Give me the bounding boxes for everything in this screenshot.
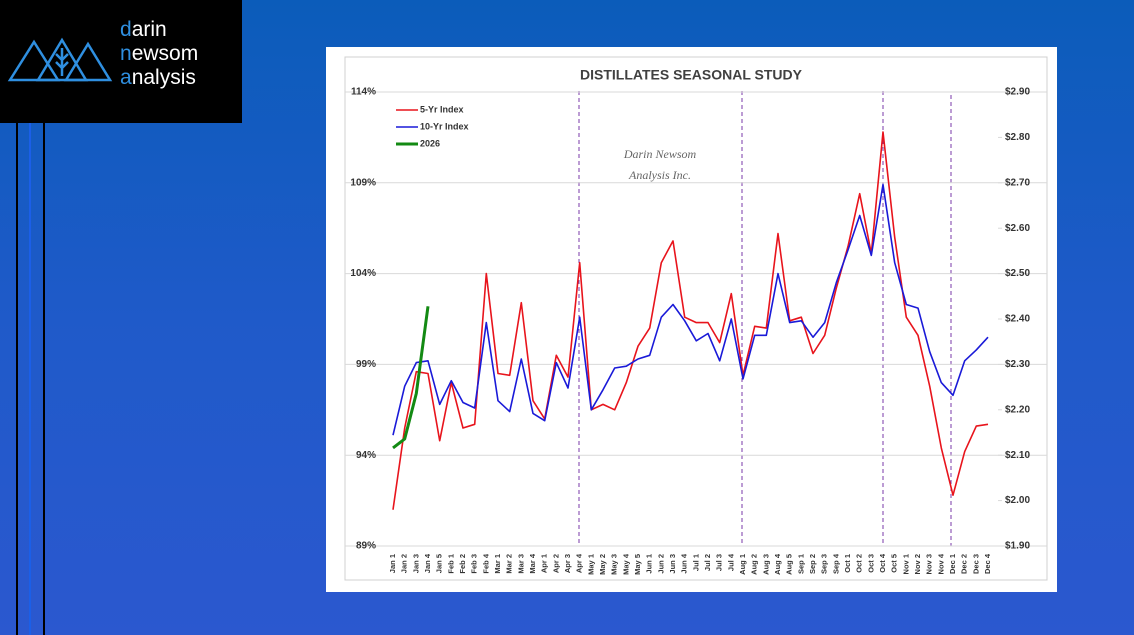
x-tick-label: Aug 4 <box>773 553 782 575</box>
logo: darin newsom analysis <box>0 0 242 123</box>
x-tick-label: Mar 2 <box>505 554 514 574</box>
x-tick-label: Dec 3 <box>971 554 980 574</box>
x-tick-label: Jun 3 <box>668 554 677 574</box>
x-tick-label: Mar 3 <box>516 554 525 574</box>
x-tick-label: Sep 4 <box>831 553 840 574</box>
x-tick-label: Apr 3 <box>563 554 572 573</box>
x-tick-label: Jul 1 <box>691 554 700 571</box>
y-tick-label: 104% <box>350 268 376 279</box>
x-tick-label: Dec 2 <box>960 554 969 574</box>
y2-tick-label: $2.40 <box>1005 314 1030 325</box>
x-tick-label: Mar 4 <box>528 553 537 573</box>
y2-tick-label: $2.20 <box>1005 404 1030 415</box>
x-tick-label: Apr 1 <box>540 554 549 573</box>
x-tick-label: Feb 3 <box>470 554 479 574</box>
deco-line <box>43 123 45 635</box>
x-tick-label: Jul 2 <box>703 554 712 571</box>
y2-tick-label: $2.50 <box>1005 268 1030 279</box>
y2-tick-label: $2.10 <box>1005 450 1030 461</box>
y2-tick-label: $2.90 <box>1005 87 1030 98</box>
y-tick-label: 109% <box>350 177 376 188</box>
y-tick-label: 99% <box>356 359 376 370</box>
x-tick-label: Jan 3 <box>411 554 420 573</box>
x-tick-label: Nov 1 <box>901 554 910 574</box>
chart-title: DISTILLATES SEASONAL STUDY <box>580 67 803 83</box>
x-tick-label: Feb 4 <box>481 553 490 573</box>
x-tick-label: May 1 <box>586 554 595 575</box>
y2-tick-label: $2.30 <box>1005 359 1030 370</box>
y-tick-label: 94% <box>356 450 376 461</box>
y-tick-label: 114% <box>351 87 376 98</box>
legend-label: 2026 <box>420 138 440 148</box>
x-tick-label: Jun 4 <box>680 553 689 573</box>
x-tick-label: Apr 2 <box>551 554 560 573</box>
x-tick-label: Jun 2 <box>656 554 665 574</box>
x-tick-label: Aug 3 <box>761 554 770 575</box>
x-tick-label: Dec 1 <box>948 554 957 574</box>
x-tick-label: Jan 1 <box>388 554 397 573</box>
x-tick-label: May 2 <box>598 554 607 575</box>
x-tick-label: Jan 5 <box>435 554 444 573</box>
logo-word: darin <box>120 18 167 41</box>
logo-text: darin newsom analysis <box>120 18 198 90</box>
watermark: Darin Newsom <box>623 147 697 161</box>
x-tick-label: Oct 1 <box>843 554 852 573</box>
logo-icon <box>7 37 113 82</box>
x-tick-label: Jul 3 <box>715 554 724 571</box>
x-tick-label: Oct 5 <box>890 554 899 573</box>
x-tick-label: May 3 <box>610 554 619 575</box>
x-tick-label: Nov 2 <box>913 554 922 574</box>
y-tick-label: 89% <box>356 541 376 552</box>
x-tick-label: Feb 1 <box>446 554 455 574</box>
legend-label: 10-Yr Index <box>420 121 469 131</box>
x-tick-label: Aug 5 <box>785 554 794 575</box>
x-tick-label: Nov 3 <box>925 554 934 574</box>
x-tick-label: Oct 4 <box>878 553 887 573</box>
chart: DISTILLATES SEASONAL STUDY Darin Newsom … <box>326 47 1057 592</box>
x-tick-label: Feb 2 <box>458 554 467 574</box>
x-tick-label: Jul 4 <box>726 553 735 571</box>
x-tick-label: Dec 4 <box>983 553 992 574</box>
y2-tick-label: $2.70 <box>1005 177 1030 188</box>
deco-line <box>29 123 31 635</box>
deco-line <box>16 123 18 635</box>
x-tick-label: Nov 4 <box>936 553 945 574</box>
y2-tick-label: $2.60 <box>1005 223 1030 234</box>
logo-word: analysis <box>120 66 196 89</box>
x-tick-label: Sep 1 <box>796 554 805 574</box>
plot-border <box>344 56 1048 581</box>
x-tick-label: May 5 <box>633 554 642 575</box>
logo-word: newsom <box>120 42 199 65</box>
x-tick-label: Jan 4 <box>423 553 432 573</box>
x-tick-label: Sep 3 <box>820 554 829 574</box>
y2-tick-label: $2.00 <box>1005 495 1030 506</box>
series-line <box>392 306 430 450</box>
x-tick-label: Aug 1 <box>738 554 747 575</box>
x-tick-label: Apr 4 <box>575 553 584 573</box>
y2-tick-label: $1.90 <box>1005 541 1030 552</box>
y2-tick-label: $2.80 <box>1005 132 1030 143</box>
watermark: Analysis Inc. <box>628 168 691 182</box>
x-tick-label: May 4 <box>621 553 630 575</box>
x-tick-label: Jan 2 <box>400 554 409 573</box>
x-tick-label: Oct 3 <box>866 554 875 573</box>
x-tick-label: Mar 1 <box>493 554 502 574</box>
x-tick-label: Oct 2 <box>855 554 864 573</box>
series-line <box>392 131 989 510</box>
x-tick-label: Sep 2 <box>808 554 817 574</box>
legend-label: 5-Yr Index <box>420 104 464 114</box>
x-tick-label: Aug 2 <box>750 554 759 575</box>
x-tick-label: Jun 1 <box>645 554 654 574</box>
series-line <box>392 183 989 436</box>
